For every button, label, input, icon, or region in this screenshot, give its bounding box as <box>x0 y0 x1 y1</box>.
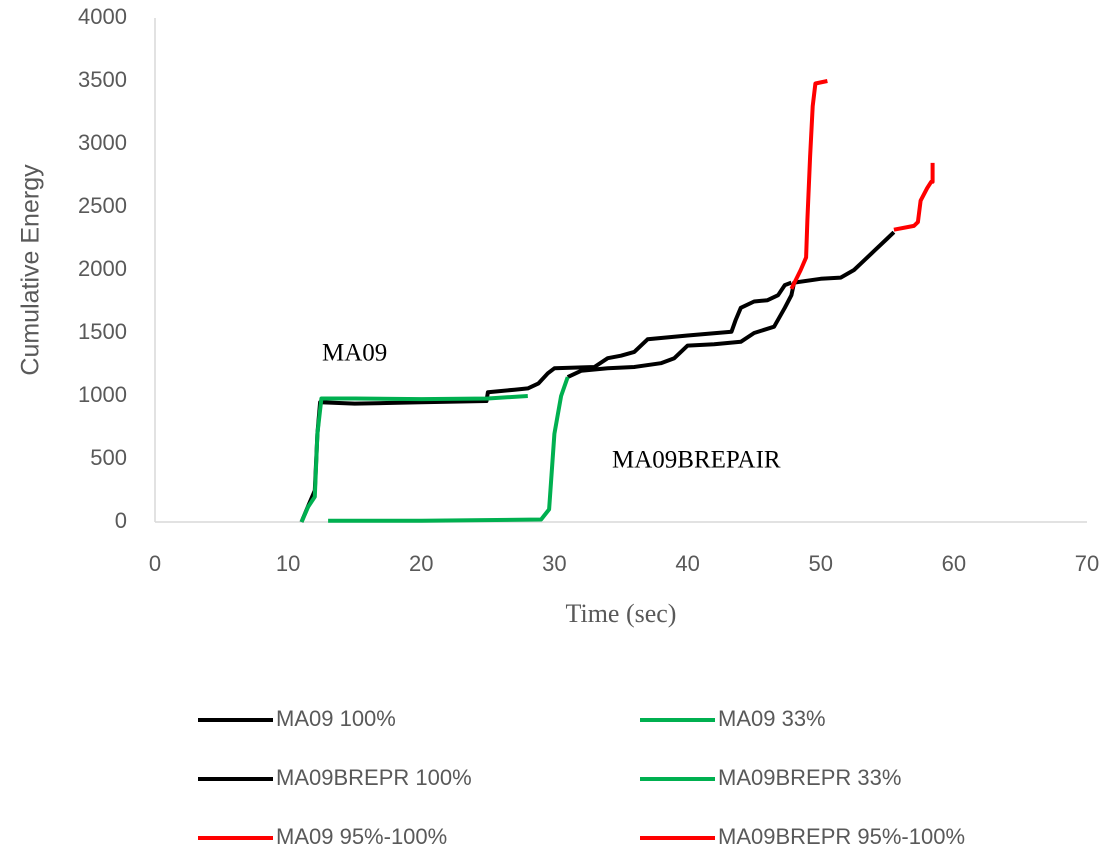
legend-label: MA09 100% <box>276 706 396 731</box>
annotation: MA09BREPAIR <box>612 447 781 474</box>
y-tick-label: 1000 <box>78 382 127 407</box>
y-tick-label: 3000 <box>78 130 127 155</box>
series-line <box>299 394 528 523</box>
x-tick-label: 70 <box>1075 551 1099 576</box>
x-tick-label: 0 <box>149 551 161 576</box>
x-tick-label: 40 <box>675 551 699 576</box>
series-line <box>299 280 793 523</box>
x-tick-label: 10 <box>276 551 300 576</box>
y-tick-label: 2500 <box>78 193 127 218</box>
legend-label: MA09BREPR 100% <box>276 765 472 790</box>
legend-label: MA09BREPR 95%-100% <box>718 824 965 849</box>
legend-label: MA09 33% <box>718 706 826 731</box>
series-line <box>893 162 935 232</box>
series-line <box>328 376 570 523</box>
y-axis-title: Cumulative Energy <box>17 164 45 376</box>
series-line <box>789 79 828 290</box>
x-tick-label: 50 <box>808 551 832 576</box>
annotation: MA09 <box>322 340 387 367</box>
x-tick-label: 30 <box>542 551 566 576</box>
legend-label: MA09BREPR 33% <box>718 765 901 790</box>
legend-label: MA09 95%-100% <box>276 824 447 849</box>
y-tick-label: 0 <box>115 508 127 533</box>
y-tick-label: 2000 <box>78 256 127 281</box>
x-tick-label: 20 <box>409 551 433 576</box>
y-tick-label: 500 <box>90 445 127 470</box>
y-tick-label: 4000 <box>78 4 127 29</box>
y-tick-label: 1500 <box>78 319 127 344</box>
x-tick-label: 60 <box>942 551 966 576</box>
series-line <box>566 230 896 379</box>
y-tick-label: 3500 <box>78 67 127 92</box>
x-axis-title: Time (sec) <box>566 599 677 628</box>
